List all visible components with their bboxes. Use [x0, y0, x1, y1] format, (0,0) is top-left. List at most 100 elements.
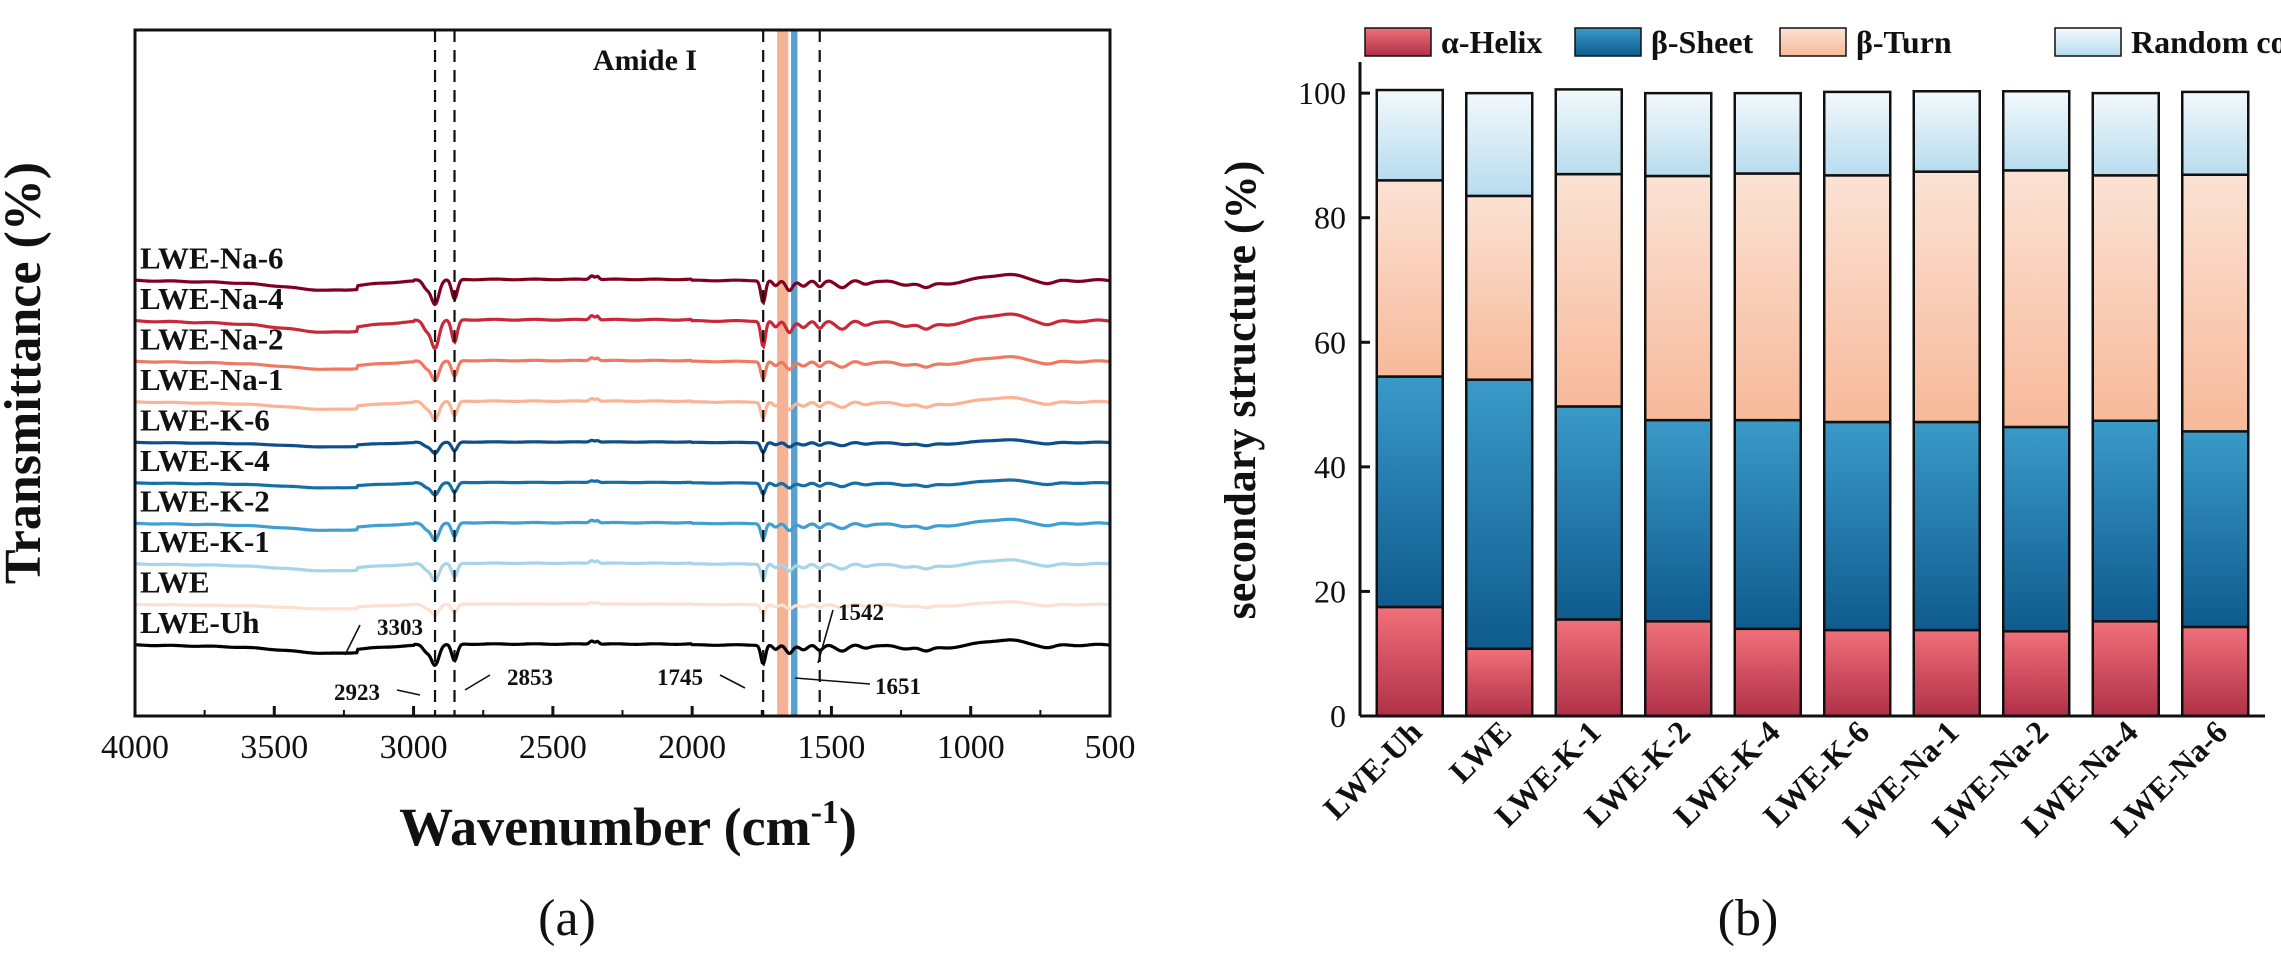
- spectrum-lwe-k-4: [134, 478, 1111, 497]
- peak-annotation: 1542: [838, 600, 884, 625]
- bar-segment: [1912, 90, 1981, 173]
- legend-swatch: [2054, 27, 2122, 57]
- bar-segment: [1912, 170, 1981, 424]
- bar-segment: [1375, 605, 1444, 718]
- bar-segment: [1733, 627, 1802, 718]
- bar-segment: [1644, 174, 1713, 422]
- peak-annotation: 1745: [657, 665, 703, 690]
- bar-segment: [2091, 91, 2160, 177]
- spectrum-lwe-k-6: [135, 438, 1111, 455]
- bar-segment: [1912, 420, 1981, 632]
- series-label: LWE-K-6: [140, 403, 270, 438]
- bar-segment: [2091, 620, 2160, 718]
- peak-annotation: 2923: [334, 680, 380, 705]
- secondary-structure-panel: α-Helix β-Sheet β-Turn Random coil 0 20 40 60 8…: [1216, 24, 2281, 947]
- bar-segment: [2181, 90, 2250, 176]
- bar-segment: [1465, 91, 1534, 198]
- amide-i-label: Amide I: [593, 44, 697, 77]
- bar-segment: [2181, 173, 2250, 433]
- bar-segment: [1465, 194, 1534, 381]
- annotation-arrow: [817, 609, 834, 664]
- ftir-panel: 4000 3500 3000 2500 2000 1500 1000 500 LWE-Na-6…: [0, 28, 1136, 947]
- peak-annotation: 3303: [377, 615, 423, 640]
- bar-segment: [1733, 172, 1802, 422]
- annotation-arrow: [794, 677, 871, 685]
- x-tick-label: 2500: [519, 729, 587, 766]
- bar-segment: [1644, 418, 1713, 623]
- band-beta-turn: [777, 30, 789, 716]
- legend-label: β-Turn: [1856, 24, 1952, 60]
- legend-label: β-Sheet: [1651, 24, 1754, 60]
- spectrum-lwe-k-1: [135, 558, 1111, 583]
- series-label: LWE-Na-6: [140, 241, 284, 276]
- bar-segment: [2002, 630, 2071, 718]
- series-label: LWE-Na-2: [140, 322, 284, 357]
- spectrum-lwe-na-4: [134, 312, 1111, 351]
- spectrum-lwe-k-2: [135, 517, 1111, 542]
- band-beta-sheet: [791, 30, 798, 716]
- bar-segment: [2002, 90, 2071, 172]
- spectrum-lwe-na-2: [134, 355, 1111, 383]
- peak-annotation: 1651: [875, 674, 921, 699]
- annotation-arrow: [719, 674, 746, 689]
- category-label: LWE: [1442, 713, 1518, 789]
- panel-b-label: (b): [1718, 890, 1779, 947]
- series-label: LWE-K-1: [140, 524, 270, 559]
- spectrum-lwe-na-6: [135, 272, 1111, 307]
- ftir-x-axis-label-main: Wavenumber (cm: [399, 797, 810, 857]
- y-tick-label: 0: [1330, 698, 1346, 734]
- annotation-arrow: [396, 689, 421, 696]
- y-tick-label: 80: [1314, 200, 1346, 236]
- bar-segment: [1733, 418, 1802, 631]
- bar-segment: [1823, 174, 1892, 424]
- series-label: LWE-K-4: [140, 443, 270, 478]
- series-label: LWE: [140, 565, 210, 600]
- annotation-arrow: [344, 624, 361, 656]
- x-tick-label: 3500: [240, 729, 308, 766]
- peak-annotation: 2853: [507, 665, 553, 690]
- bar-segment: [1644, 620, 1713, 718]
- bar-segment: [2002, 425, 2071, 633]
- ftir-x-axis-label-exponent: -1: [811, 794, 839, 831]
- bar-y-axis-label: secondary structure (%): [1216, 161, 1265, 620]
- series-label: LWE-Na-1: [140, 362, 284, 397]
- bar-segment: [1554, 172, 1623, 408]
- bar-segment: [1733, 91, 1802, 175]
- series-label: LWE-Na-4: [140, 281, 284, 316]
- x-tick-label: 1500: [797, 729, 865, 766]
- bar-segment: [1823, 628, 1892, 718]
- legend-swatch: [1779, 27, 1847, 57]
- bar-segment: [1465, 647, 1534, 718]
- x-tick-label: 1000: [937, 729, 1005, 766]
- bar-segment: [1554, 405, 1623, 621]
- bar-segment: [2181, 430, 2250, 629]
- bar-segment: [1912, 628, 1981, 718]
- bar-segment: [1375, 375, 1444, 609]
- bar-segment: [2002, 169, 2071, 429]
- ftir-y-axis-label: Transmittance (%): [0, 162, 52, 584]
- x-tick-label: 4000: [101, 729, 169, 766]
- series-label: LWE-K-2: [140, 484, 270, 519]
- y-tick-label: 20: [1314, 573, 1346, 609]
- x-tick-label: 2000: [658, 729, 726, 766]
- bar-segment: [1465, 378, 1534, 650]
- bar-segment: [2091, 174, 2160, 423]
- ftir-x-axis-label: Wavenumber (cm-1): [399, 794, 857, 857]
- legend-swatch: [1364, 27, 1432, 57]
- x-tick-label: 3000: [380, 729, 448, 766]
- legend-swatch: [1574, 27, 1642, 57]
- spectrum-lwe-uh: [134, 638, 1111, 668]
- y-tick-label: 40: [1314, 449, 1346, 485]
- bar-segment: [1375, 88, 1444, 182]
- bar-segment: [1823, 90, 1892, 177]
- bar-segment: [1823, 420, 1892, 632]
- bar-segment: [1644, 91, 1713, 178]
- bar-segment: [2181, 625, 2250, 718]
- y-tick-label: 60: [1314, 324, 1346, 360]
- bar-segment: [2091, 419, 2160, 623]
- legend-label: α-Helix: [1441, 24, 1542, 60]
- y-tick-label: 100: [1298, 75, 1346, 111]
- ftir-x-axis-label-close: ): [839, 797, 857, 857]
- spectrum-lwe: [135, 600, 1111, 617]
